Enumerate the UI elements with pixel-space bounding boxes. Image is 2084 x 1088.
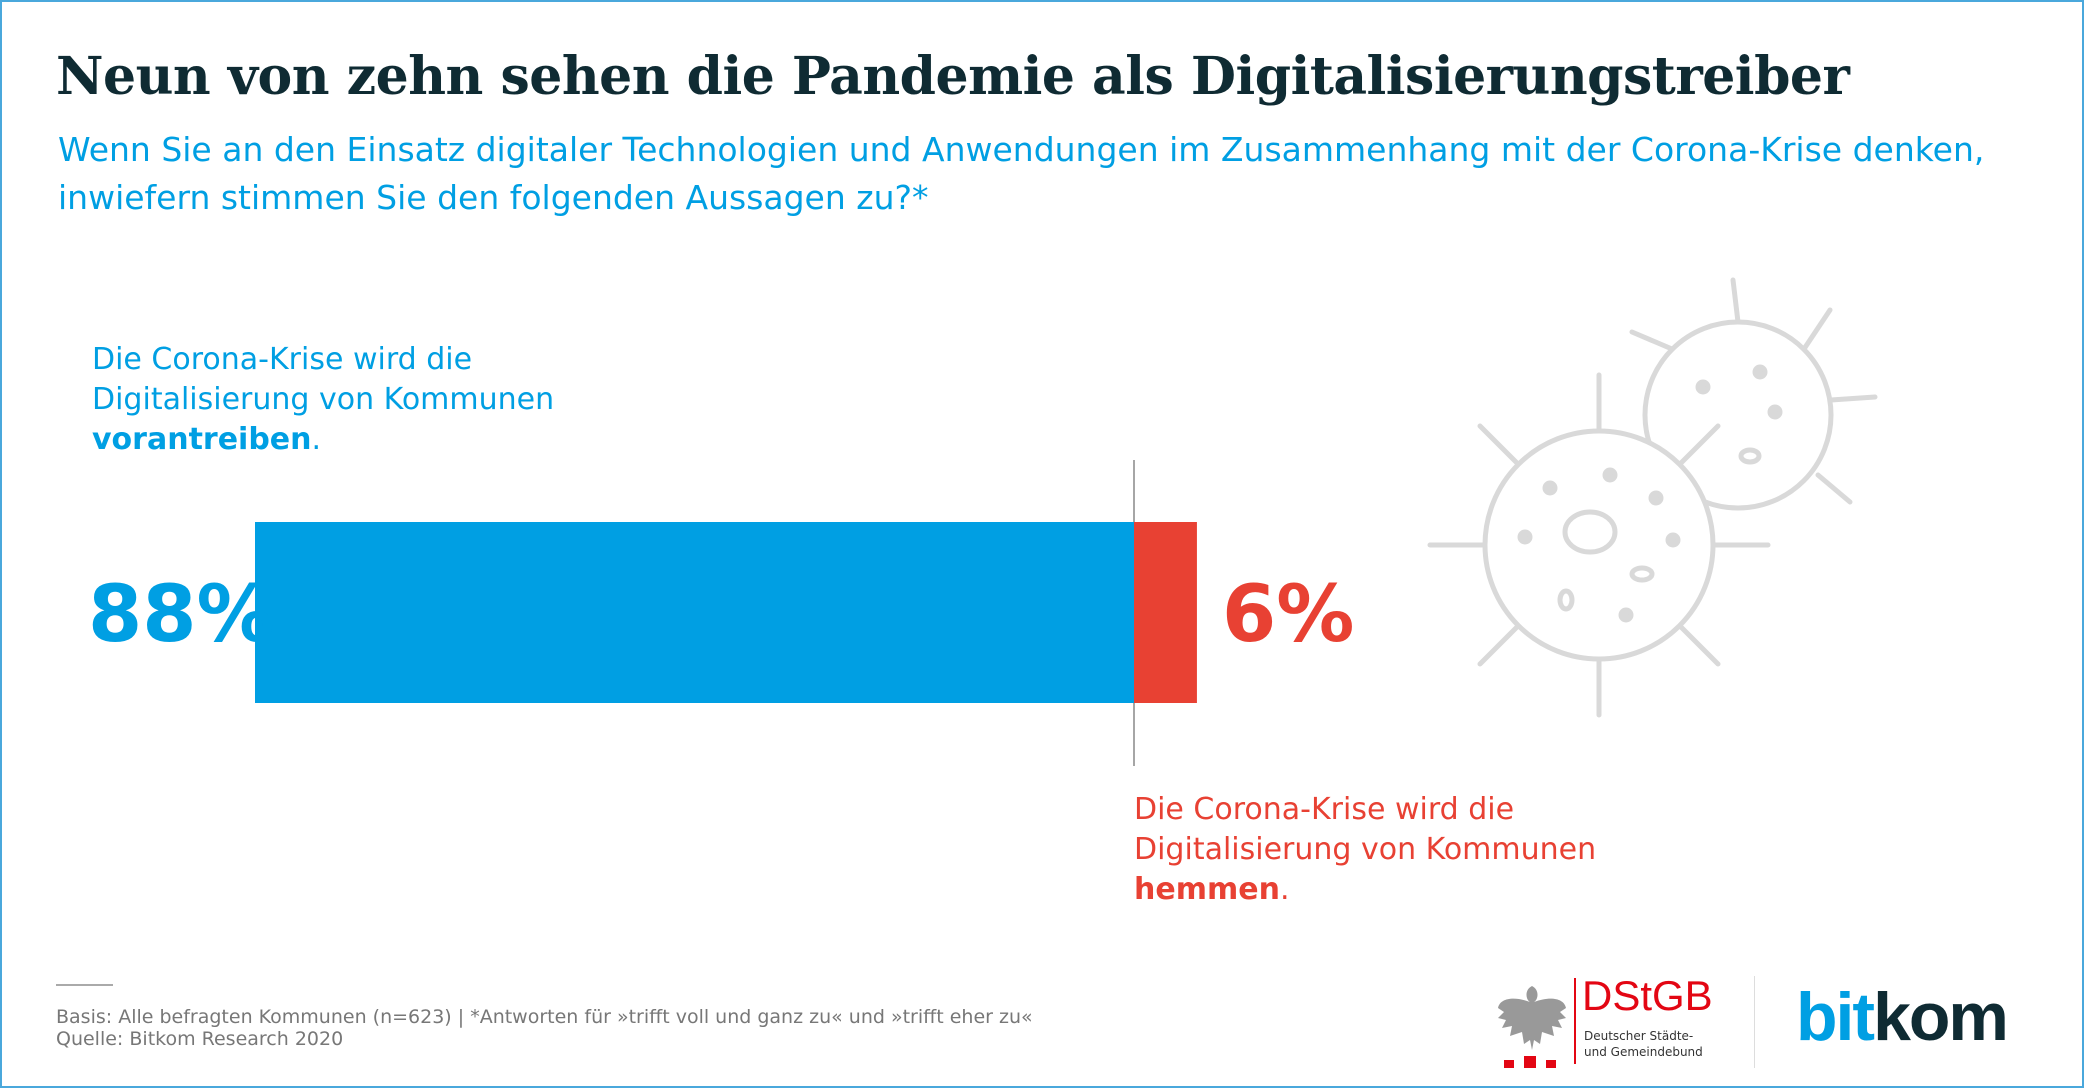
label-bold: hemmen — [1134, 872, 1280, 907]
label-bold: vorantreiben — [92, 422, 312, 457]
bitkom-logo: bitkom — [1796, 978, 2009, 1056]
label-line: Digitalisierung von Kommunen — [92, 382, 555, 417]
label-line: Die Corona-Krise wird die — [92, 342, 473, 377]
subtitle-line-1: Wenn Sie an den Einsatz digitaler Techno… — [58, 130, 1985, 169]
footer-source: Quelle: Bitkom Research 2020 — [56, 1028, 344, 1050]
virus-icon — [1427, 277, 1878, 718]
dstgb-line: Deutscher Städte- — [1584, 1029, 1694, 1043]
footer-divider — [56, 984, 113, 986]
label-end: . — [1279, 872, 1290, 907]
negative-label: Die Corona-Krise wird die Digitalisierun… — [1134, 790, 1596, 910]
logo-divider — [1754, 976, 1755, 1068]
footer-basis: Basis: Alle befragten Kommunen (n=623) |… — [56, 1006, 1033, 1028]
label-end: . — [311, 422, 322, 457]
page-title: Neun von zehn sehen die Pandemie als Dig… — [56, 46, 1850, 107]
dstgb-line: und Gemeindebund — [1584, 1045, 1703, 1059]
dstgb-name: DStGB — [1582, 972, 1713, 1019]
value-label-positive: 88% — [88, 570, 275, 660]
subtitle-line-2: inwiefern stimmen Sie den folgenden Auss… — [58, 178, 929, 217]
dstgb-fullname: Deutscher Städte- und Gemeindebund — [1584, 1028, 1703, 1060]
eagle-icon — [1498, 986, 1566, 1068]
positive-label: Die Corona-Krise wird die Digitalisierun… — [92, 340, 554, 460]
bar-vorantreiben — [255, 522, 1134, 703]
bitkom-part2: kom — [1873, 979, 2009, 1055]
value-label-negative: 6% — [1222, 570, 1355, 660]
bitkom-part1: bit — [1796, 979, 1875, 1055]
dstgb-logo: DStGB Deutscher Städte- und Gemeindebund — [1494, 972, 1714, 1068]
label-line: Die Corona-Krise wird die — [1134, 792, 1515, 827]
bar-hemmen — [1134, 522, 1197, 703]
label-line: Digitalisierung von Kommunen — [1134, 832, 1597, 867]
dstgb-divider — [1574, 978, 1576, 1064]
